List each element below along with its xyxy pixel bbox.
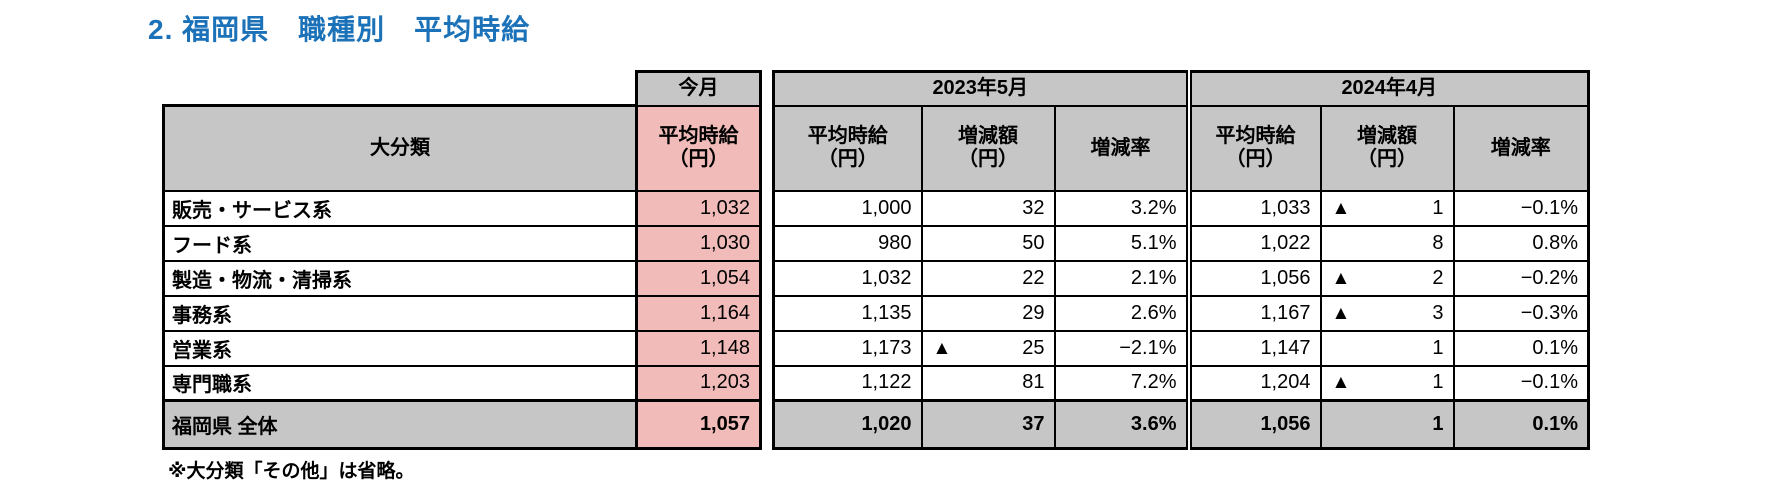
cell-2023-avg: 1,135 xyxy=(772,294,923,332)
cell-2023-diff: 50 xyxy=(920,224,1056,262)
triangle-decrease-icon: ▲ xyxy=(932,337,952,359)
cell-2024-diff: 1 xyxy=(1319,329,1455,367)
cell-2023-rate: 3.2% xyxy=(1053,189,1190,227)
cell-2024-rate: −0.3% xyxy=(1452,294,1590,332)
row-label: フード系 xyxy=(162,224,638,262)
cell-2023-avg: 1,032 xyxy=(772,259,923,297)
cell-now-avg: 1,030 xyxy=(635,224,762,262)
total-row-label: 福岡県 全体 xyxy=(162,399,638,450)
header-2024-rate: 増減率 xyxy=(1452,104,1590,192)
triangle-decrease-icon: ▲ xyxy=(1331,372,1351,394)
row-label: 製造・物流・清掃系 xyxy=(162,259,638,297)
header-group-2023: 2023年5月 xyxy=(772,70,1190,107)
cell-2023-avg: 1,122 xyxy=(772,364,923,402)
cell-2024-diff: ▲ 3 xyxy=(1319,294,1455,332)
cell-2024-diff: ▲ 1 xyxy=(1319,189,1455,227)
cell-2023-rate: 2.6% xyxy=(1053,294,1190,332)
cell-now-avg: 1,164 xyxy=(635,294,762,332)
triangle-decrease-icon: ▲ xyxy=(1331,302,1351,324)
corner-spacer xyxy=(164,72,637,106)
cell-2024-avg-total: 1,056 xyxy=(1185,399,1322,450)
cell-2024-diff-total: 1 xyxy=(1319,399,1455,450)
table-comparison: 2023年5月 2024年4月 平均時給 （円） 増減額 （円） 増減率 平均時… xyxy=(772,70,1590,450)
cell-2024-rate: 0.8% xyxy=(1452,224,1590,262)
page-title: 2. 福岡県 職種別 平均時給 xyxy=(148,14,531,45)
cell-2024-diff: ▲ 1 xyxy=(1319,364,1455,402)
cell-2023-diff: 22 xyxy=(920,259,1056,297)
cell-2024-avg: 1,204 xyxy=(1185,364,1322,402)
header-group-2024: 2024年4月 xyxy=(1185,70,1590,107)
header-2023-avg: 平均時給 （円） xyxy=(772,104,923,192)
cell-2024-avg: 1,022 xyxy=(1185,224,1322,262)
cell-2024-diff: 8 xyxy=(1319,224,1455,262)
cell-2024-rate: −0.1% xyxy=(1452,189,1590,227)
row-label: 販売・サービス系 xyxy=(162,189,638,227)
cell-2024-avg: 1,056 xyxy=(1185,259,1322,297)
cell-2024-rate-total: 0.1% xyxy=(1452,399,1590,450)
cell-2024-avg: 1,147 xyxy=(1185,329,1322,367)
triangle-decrease-icon: ▲ xyxy=(1331,197,1351,219)
cell-2024-rate: 0.1% xyxy=(1452,329,1590,367)
cell-2023-rate: 7.2% xyxy=(1053,364,1190,402)
cell-2023-diff-total: 37 xyxy=(920,399,1056,450)
cell-2024-rate: −0.2% xyxy=(1452,259,1590,297)
cell-2023-rate: 2.1% xyxy=(1053,259,1190,297)
cell-2023-rate-total: 3.6% xyxy=(1053,399,1190,450)
cell-2023-diff: ▲ 25 xyxy=(920,329,1056,367)
table-current-month: 今月 大分類 平均時給 （円） 販売・サービス系 1,032 フード系 1,03… xyxy=(162,70,762,450)
cell-2023-diff: 81 xyxy=(920,364,1056,402)
cell-2023-rate: −2.1% xyxy=(1053,329,1190,367)
row-label: 事務系 xyxy=(162,294,638,332)
triangle-decrease-icon: ▲ xyxy=(1331,267,1351,289)
footnote: ※大分類「その他」は省略。 xyxy=(168,461,415,482)
cell-2024-diff: ▲ 2 xyxy=(1319,259,1455,297)
cell-2024-rate: −0.1% xyxy=(1452,364,1590,402)
cell-now-avg: 1,054 xyxy=(635,259,762,297)
cell-2024-avg: 1,033 xyxy=(1185,189,1322,227)
cell-2023-avg: 980 xyxy=(772,224,923,262)
header-now-avg-wage: 平均時給 （円） xyxy=(635,104,762,192)
header-2023-rate: 増減率 xyxy=(1053,104,1190,192)
row-label: 営業系 xyxy=(162,329,638,367)
cell-now-avg: 1,148 xyxy=(635,329,762,367)
cell-now-avg-total: 1,057 xyxy=(635,399,762,450)
cell-now-avg: 1,032 xyxy=(635,189,762,227)
cell-now-avg: 1,203 xyxy=(635,364,762,402)
cell-2024-avg: 1,167 xyxy=(1185,294,1322,332)
cell-2023-diff: 29 xyxy=(920,294,1056,332)
cell-2023-avg: 1,000 xyxy=(772,189,923,227)
header-2024-avg: 平均時給 （円） xyxy=(1185,104,1322,192)
header-this-month: 今月 xyxy=(635,70,762,107)
cell-2023-rate: 5.1% xyxy=(1053,224,1190,262)
header-2023-diff: 増減額 （円） xyxy=(920,104,1056,192)
cell-2023-avg-total: 1,020 xyxy=(772,399,923,450)
header-category: 大分類 xyxy=(162,104,638,192)
header-2024-diff: 増減額 （円） xyxy=(1319,104,1455,192)
cell-2023-avg: 1,173 xyxy=(772,329,923,367)
cell-2023-diff: 32 xyxy=(920,189,1056,227)
row-label: 専門職系 xyxy=(162,364,638,402)
